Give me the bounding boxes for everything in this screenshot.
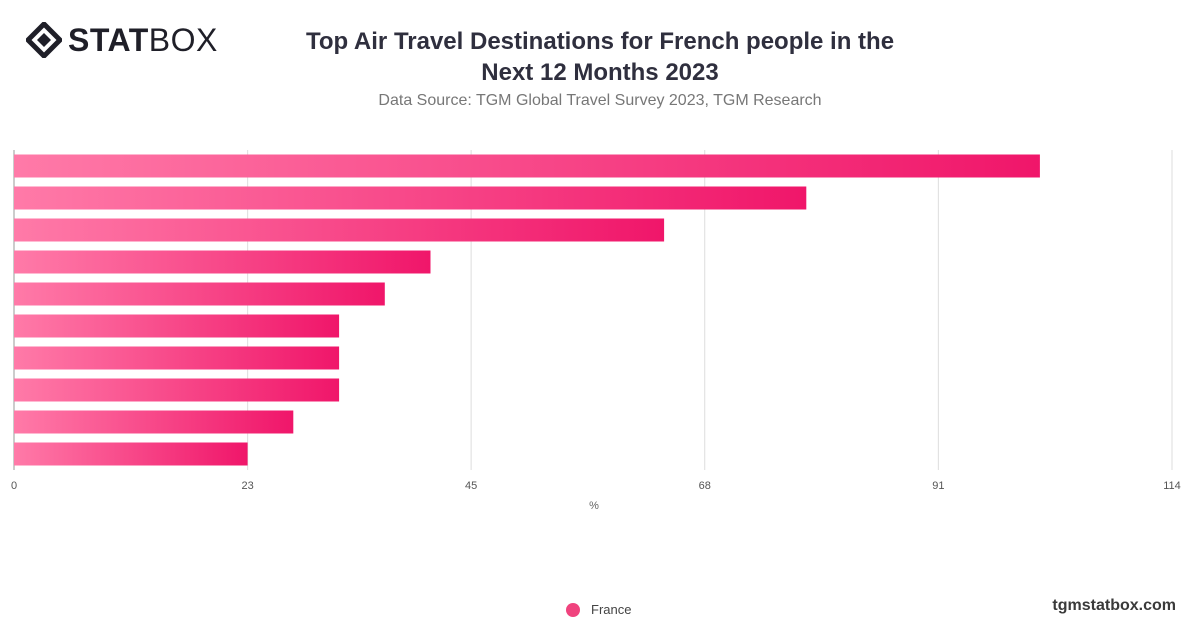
logo-wordmark-bold: STAT xyxy=(68,22,149,58)
x-tick-label: 23 xyxy=(242,480,254,492)
legend-swatch-france xyxy=(566,602,580,617)
bar[interactable] xyxy=(14,186,807,210)
brand-url: tgmstatbox.com xyxy=(1052,597,1176,614)
chart-title-line-2: Next 12 Months 2023 xyxy=(481,59,719,86)
bar[interactable] xyxy=(14,282,385,306)
x-axis-ticks: 0 23 45 68 91 114 xyxy=(11,480,1181,492)
x-tick-label: 45 xyxy=(465,480,477,492)
bar[interactable] xyxy=(14,410,294,434)
legend-label-france: France xyxy=(591,602,632,617)
chart-subtitle: Data Source: TGM Global Travel Survey 20… xyxy=(378,92,822,109)
x-tick-label: 68 xyxy=(699,480,711,492)
x-tick-label: 114 xyxy=(1163,480,1181,492)
logo-wordmark-regular: BOX xyxy=(148,22,218,58)
bars xyxy=(14,154,1040,466)
bar[interactable] xyxy=(14,378,340,402)
x-tick-label: 0 xyxy=(11,480,17,492)
bar[interactable] xyxy=(14,218,665,242)
statbox-diamond-logo-icon xyxy=(26,22,62,58)
x-axis-label: % xyxy=(589,500,599,512)
chart-title: Top Air Travel Destinations for French p… xyxy=(0,26,1200,88)
statbox-logo: STATBOX xyxy=(26,22,218,58)
bar[interactable] xyxy=(14,154,1040,178)
legend[interactable]: France xyxy=(566,602,631,617)
chart-title-line-1: Top Air Travel Destinations for French p… xyxy=(305,28,895,55)
bar[interactable] xyxy=(14,250,431,274)
bar[interactable] xyxy=(14,346,340,370)
x-tick-label: 91 xyxy=(932,480,944,492)
logo-wordmark: STATBOX xyxy=(68,22,218,58)
bar[interactable] xyxy=(14,314,340,338)
bar[interactable] xyxy=(14,442,248,466)
